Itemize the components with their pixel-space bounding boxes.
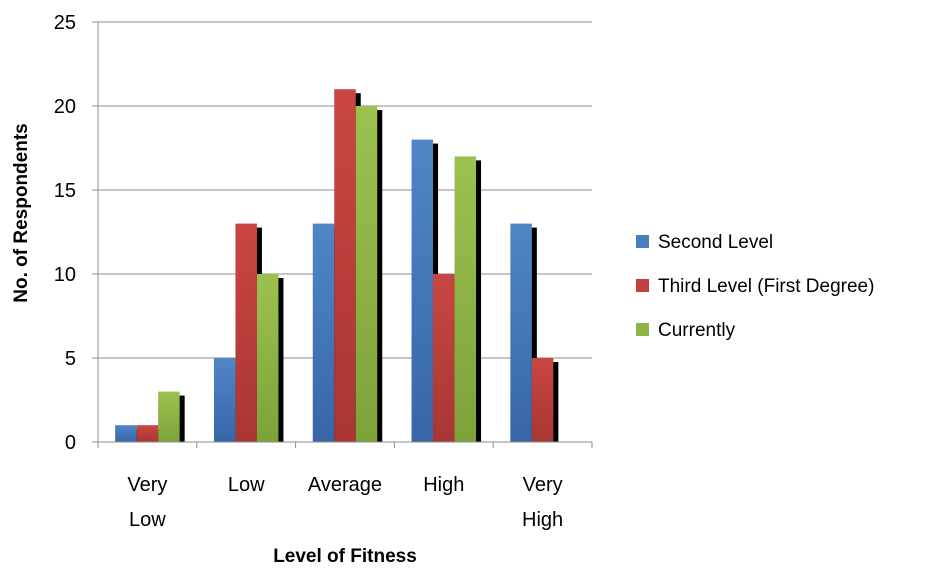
legend: Second Level Third Level (First Degree) Cu… <box>636 232 874 341</box>
y-tick-label: 5 <box>65 348 76 370</box>
x-tick-label: Low <box>129 509 166 531</box>
bar-second-level <box>411 139 434 442</box>
x-tick-label: Low <box>228 474 265 496</box>
x-tick-label: Very <box>523 474 563 496</box>
y-axis-title: No. of Respondents <box>11 123 32 302</box>
legend-label: Third Level (First Degree) <box>658 276 874 297</box>
x-tick-label: Very <box>127 474 167 496</box>
bar-third-level-first-degree <box>136 425 159 442</box>
x-axis-title: Level of Fitness <box>273 546 417 567</box>
y-tick-label: 15 <box>54 180 76 202</box>
bar-second-level <box>115 425 137 442</box>
bar-currently <box>454 156 477 442</box>
bars <box>115 89 559 442</box>
legend-label: Currently <box>658 320 736 341</box>
bar-currently <box>355 106 378 442</box>
axes: 0 5 10 15 20 25 Very Low Low Average High Very High <box>54 12 593 531</box>
legend-swatch <box>636 323 649 336</box>
bar-second-level <box>213 358 236 442</box>
x-tick-label: High <box>423 474 464 496</box>
y-tick-label: 20 <box>54 96 76 118</box>
y-tick-label: 0 <box>65 432 76 454</box>
bar-third-level-first-degree <box>433 274 455 442</box>
bar-second-level <box>510 223 532 442</box>
bar-currently <box>158 391 180 442</box>
x-tick-label: Average <box>308 474 382 496</box>
legend-swatch <box>636 279 649 292</box>
bar-second-level <box>312 223 335 442</box>
legend-swatch <box>636 235 649 248</box>
bar-third-level-first-degree <box>531 358 554 442</box>
bar-currently <box>256 274 279 442</box>
x-tick-label: High <box>522 509 563 531</box>
bar-third-level-first-degree <box>334 89 356 442</box>
bar-third-level-first-degree <box>235 223 257 442</box>
legend-label: Second Level <box>658 232 773 253</box>
y-tick-label: 25 <box>54 12 76 34</box>
y-tick-label: 10 <box>54 264 76 286</box>
